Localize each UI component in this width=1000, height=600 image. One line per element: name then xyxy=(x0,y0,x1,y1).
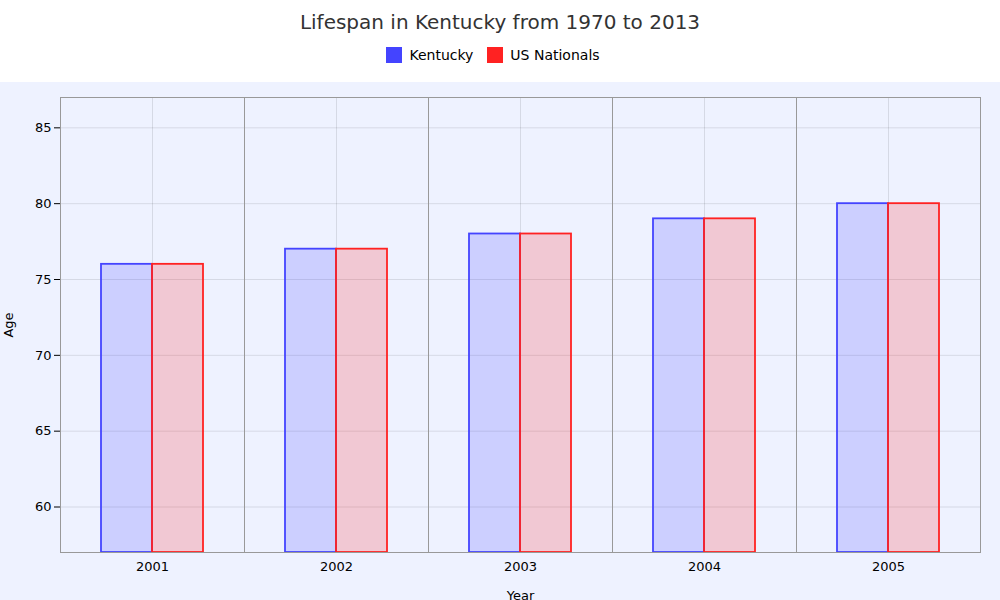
svg-text:2005: 2005 xyxy=(872,559,905,574)
svg-text:2003: 2003 xyxy=(504,559,537,574)
svg-text:2004: 2004 xyxy=(688,559,721,574)
svg-text:2002: 2002 xyxy=(320,559,353,574)
svg-text:80: 80 xyxy=(35,196,52,211)
html-text:Lifespan in Kentucky from 1970: Lifespan in Kentucky from 1970 to 2013 xyxy=(299,10,701,34)
svg-text:85: 85 xyxy=(35,120,52,135)
html-text:Kentucky: Kentucky xyxy=(409,46,474,63)
html-text:US Nationals: US Nationals xyxy=(510,46,600,63)
svg-text:75: 75 xyxy=(35,272,52,287)
svg-text:2001: 2001 xyxy=(136,559,169,574)
svg-text:65: 65 xyxy=(35,423,52,438)
svg-text:Age: Age xyxy=(1,312,16,337)
svg-text:70: 70 xyxy=(35,347,52,362)
svg-text:Year: Year xyxy=(506,588,535,600)
svg-text:60: 60 xyxy=(35,499,52,514)
